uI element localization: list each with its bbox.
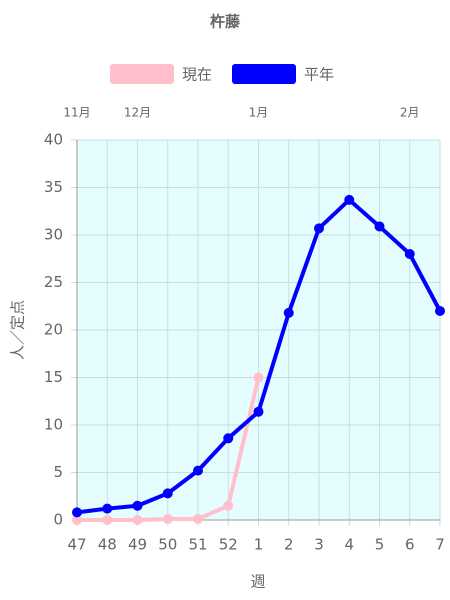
point: [102, 503, 113, 514]
point: [404, 249, 415, 259]
month-label: 1月: [249, 106, 269, 120]
point: [283, 307, 294, 318]
point: [223, 433, 234, 444]
x-tick-label: 49: [128, 536, 147, 554]
month-label: 2月: [400, 106, 420, 120]
point: [102, 515, 113, 525]
y-tick-label: 25: [44, 273, 63, 291]
y-tick-label: 10: [44, 416, 63, 434]
x-tick-label: 52: [219, 536, 238, 554]
legend-swatch: [110, 64, 174, 84]
x-tick-label: 4: [344, 536, 354, 554]
point: [193, 514, 203, 525]
point: [253, 372, 264, 383]
y-tick-label: 5: [53, 463, 63, 481]
x-tick-label: 47: [67, 536, 86, 554]
x-tick-label: 48: [98, 536, 117, 554]
y-tick-label: 35: [44, 178, 63, 196]
point: [435, 306, 445, 316]
y-tick-label: 40: [44, 131, 63, 149]
x-axis-label: 週: [250, 573, 265, 591]
x-tick-label: 2: [284, 536, 294, 554]
point: [72, 507, 82, 518]
x-tick-label: 50: [158, 536, 177, 554]
chart-title: 杵藤: [210, 13, 241, 31]
y-tick-label: 15: [44, 368, 63, 386]
y-axis-label: 人／定点: [9, 300, 27, 360]
point: [253, 406, 264, 417]
x-tick-label: 1: [254, 536, 264, 554]
y-tick-label: 0: [53, 511, 63, 529]
x-tick-label: 6: [405, 536, 415, 554]
x-tick-label: 7: [435, 536, 445, 554]
x-tick-label: 5: [375, 536, 385, 554]
point: [314, 223, 324, 234]
point: [162, 488, 173, 499]
y-tick-label: 30: [44, 226, 63, 244]
point: [374, 221, 385, 232]
x-tick-label: 3: [314, 536, 324, 554]
point: [162, 514, 173, 525]
y-tick-label: 20: [44, 321, 63, 339]
legend-swatch: [232, 64, 296, 84]
x-tick-label: 51: [188, 536, 207, 554]
point: [223, 500, 234, 511]
legend-label: 現在: [182, 66, 212, 84]
point: [132, 515, 143, 525]
point: [344, 194, 355, 205]
point: [132, 500, 143, 511]
month-label: 11月: [63, 106, 90, 120]
point: [72, 515, 82, 525]
point: [193, 465, 203, 476]
legend-label: 平年: [304, 66, 334, 84]
month-label: 12月: [124, 106, 151, 120]
